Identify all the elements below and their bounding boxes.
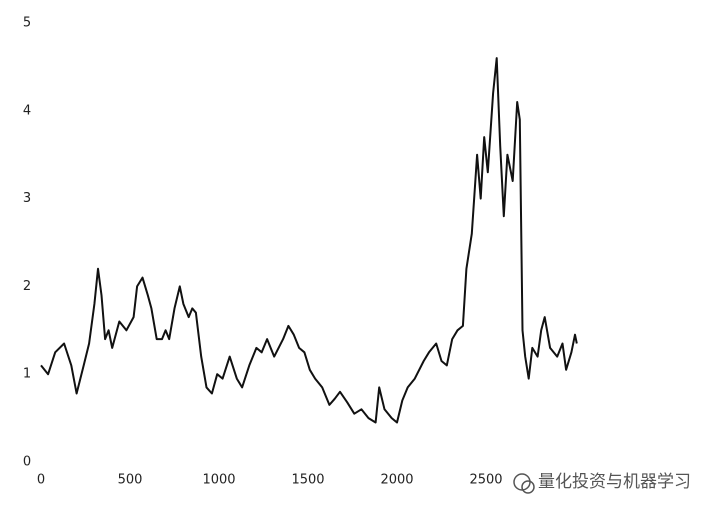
watermark: 量化投资与机器学习 xyxy=(538,472,691,492)
line xyxy=(40,57,578,424)
y-tick-label: 0 xyxy=(23,455,31,470)
x-tick-label: 2500 xyxy=(469,473,502,488)
x-tick-label: 1000 xyxy=(202,473,235,488)
x-tick-label: 1500 xyxy=(291,473,324,488)
y-tick-label: 5 xyxy=(23,16,31,31)
x-tick-label: 0 xyxy=(37,473,45,488)
y-tick-label: 4 xyxy=(23,103,31,118)
y-tick-label: 2 xyxy=(23,279,31,294)
x-tick-label: 2000 xyxy=(380,473,413,488)
y-tick-label: 3 xyxy=(23,191,31,206)
y-tick-label: 1 xyxy=(23,367,31,382)
x-tick-label: 500 xyxy=(118,473,143,488)
watermark-icon xyxy=(513,473,535,494)
